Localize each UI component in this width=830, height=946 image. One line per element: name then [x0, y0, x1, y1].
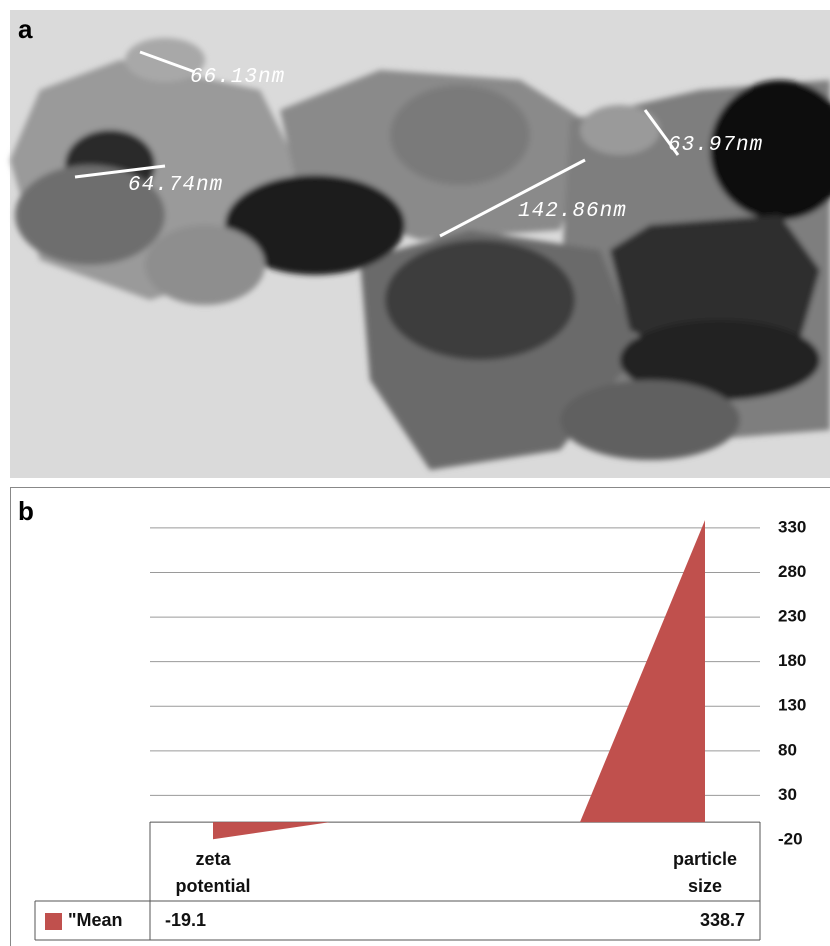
y-tick-label: 130 — [778, 696, 806, 715]
y-tick-label: 30 — [778, 785, 797, 804]
y-tick-label: 80 — [778, 740, 797, 759]
figure-svg: a 66.13nm 64.74nm 142.86nm 63.97nm b 330… — [0, 0, 830, 946]
x-tick-label: zeta potential — [158, 846, 268, 900]
panel-label: a — [18, 14, 33, 44]
y-tick-label: 230 — [778, 607, 806, 626]
legend-label: "Mean — [68, 910, 123, 930]
figure: a 66.13nm 64.74nm 142.86nm 63.97nm b 330… — [0, 0, 830, 946]
panel-label: b — [18, 496, 34, 526]
y-tick-label: 180 — [778, 651, 806, 670]
table-value: 338.7 — [700, 910, 745, 930]
y-tick-label: 330 — [778, 517, 806, 536]
legend-swatch — [45, 913, 62, 930]
table-value: -19.1 — [165, 910, 206, 930]
measurement: 66.13nm — [190, 66, 285, 89]
measurement: 142.86nm — [518, 200, 627, 223]
measurement: 63.97nm — [668, 134, 763, 157]
measurement: 64.74nm — [128, 174, 223, 197]
y-tick-label: 280 — [778, 562, 806, 581]
tem-image — [10, 10, 830, 478]
x-tick-label: particle size — [660, 846, 750, 900]
y-tick-label: -20 — [778, 829, 803, 848]
